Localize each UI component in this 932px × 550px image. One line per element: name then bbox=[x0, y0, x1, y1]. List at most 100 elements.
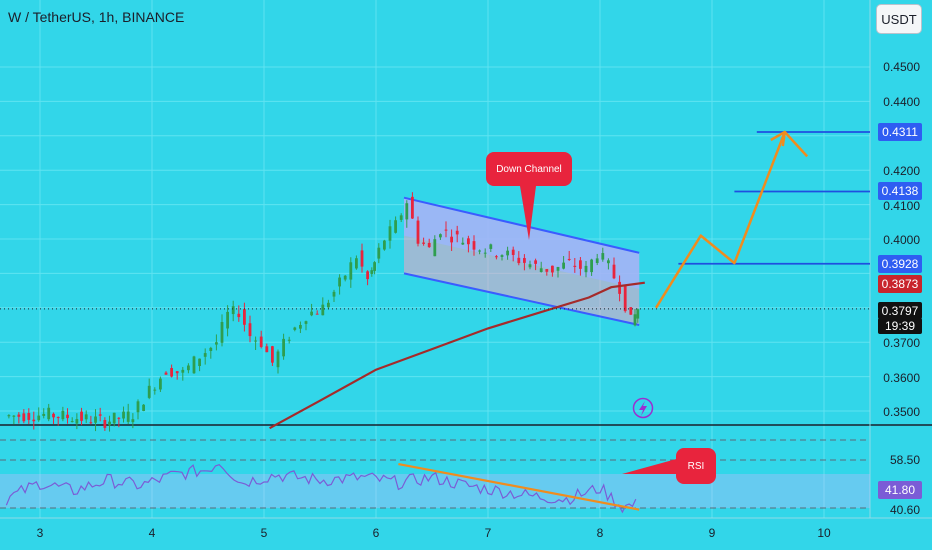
lightning-icon-ring bbox=[632, 397, 654, 419]
down-channel-upper-line bbox=[403, 196, 640, 254]
candle-body bbox=[226, 311, 229, 329]
candle-body bbox=[349, 262, 353, 280]
candle-body bbox=[455, 230, 459, 235]
chart-title: W / TetherUS, 1h, BINANCE bbox=[8, 9, 185, 25]
candle-body bbox=[248, 323, 252, 337]
candle-body bbox=[32, 419, 36, 422]
candle-body bbox=[366, 271, 369, 280]
candle-body bbox=[511, 249, 515, 255]
candle-body bbox=[636, 309, 640, 319]
candle-body bbox=[237, 313, 241, 318]
candle-body bbox=[612, 264, 616, 279]
candle-body bbox=[461, 242, 465, 245]
candle-body bbox=[75, 419, 79, 424]
target-price-tag-1: 0.3928 bbox=[878, 255, 922, 273]
time-axis-tick: 9 bbox=[708, 526, 716, 540]
candle-body bbox=[126, 411, 130, 422]
candle-body bbox=[94, 416, 97, 423]
projection-arrow-head bbox=[770, 130, 787, 147]
candle-body bbox=[254, 340, 257, 342]
candle-body bbox=[7, 415, 11, 417]
candle-body bbox=[47, 407, 51, 420]
candle-body bbox=[209, 347, 213, 351]
candle-body bbox=[287, 339, 291, 341]
candle-body bbox=[483, 252, 487, 254]
moving-average-line bbox=[269, 281, 645, 430]
candle-body bbox=[142, 404, 145, 411]
candle-body bbox=[159, 378, 162, 390]
candle-body bbox=[528, 264, 532, 268]
candle-body bbox=[343, 275, 347, 280]
currency-button[interactable]: USDT bbox=[876, 4, 922, 34]
price-axis-tick: 0.4000 bbox=[883, 233, 920, 247]
candle-body bbox=[562, 262, 565, 269]
time-axis-tick: 5 bbox=[260, 526, 268, 540]
candle-body bbox=[117, 417, 121, 419]
candle-body bbox=[315, 313, 319, 315]
candle-body bbox=[467, 238, 470, 245]
candle-body bbox=[444, 229, 448, 231]
time-axis-tick: 10 bbox=[817, 526, 831, 540]
candle-body bbox=[405, 203, 409, 220]
candle-body bbox=[332, 291, 336, 297]
time-axis-tick: 6 bbox=[372, 526, 380, 540]
candle-body bbox=[175, 371, 179, 374]
candle-body bbox=[433, 239, 437, 257]
countdown-tag: 19:39 bbox=[878, 318, 922, 334]
candle-body bbox=[299, 324, 302, 329]
candle-body bbox=[573, 265, 577, 267]
candle-body bbox=[567, 258, 571, 260]
candle-body bbox=[61, 410, 65, 420]
candle-body bbox=[181, 369, 185, 373]
candle-body bbox=[411, 196, 414, 219]
candle-body bbox=[198, 358, 201, 367]
candle-body bbox=[416, 220, 420, 244]
candle-body bbox=[131, 419, 135, 423]
candle-body bbox=[373, 262, 376, 271]
candle-body bbox=[84, 414, 88, 420]
candle-body bbox=[556, 266, 560, 271]
candle-body bbox=[399, 215, 403, 220]
candle-body bbox=[595, 258, 599, 264]
down-channel-pointer bbox=[520, 186, 536, 240]
candle-body bbox=[377, 247, 381, 259]
candle-body bbox=[89, 422, 93, 424]
candle-body bbox=[112, 412, 116, 424]
candle-body bbox=[506, 250, 509, 256]
candle-body bbox=[478, 250, 481, 252]
price-axis-tick: 0.3700 bbox=[883, 336, 920, 350]
candle-body bbox=[394, 220, 397, 233]
candle-body bbox=[27, 413, 31, 420]
candle-body bbox=[265, 346, 269, 353]
candle-body bbox=[293, 327, 297, 330]
candle-body bbox=[103, 419, 107, 428]
candle-body bbox=[439, 234, 442, 238]
price-axis-tick: 0.4100 bbox=[883, 199, 920, 213]
candle-body bbox=[370, 270, 374, 274]
candle-body bbox=[187, 365, 190, 371]
rsi-band bbox=[0, 474, 870, 508]
candle-body bbox=[607, 260, 610, 264]
candle-body bbox=[383, 240, 386, 250]
price-axis-tick: 0.4500 bbox=[883, 60, 920, 74]
rsi-annotation-label: RSI bbox=[676, 448, 716, 484]
price-axis-tick: 0.4200 bbox=[883, 164, 920, 178]
candle-body bbox=[215, 342, 218, 345]
candle-body bbox=[388, 226, 392, 241]
candle-body bbox=[310, 311, 313, 316]
lightning-icon bbox=[639, 401, 647, 416]
candle-body bbox=[355, 258, 358, 269]
price-axis-tick: 0.3600 bbox=[883, 371, 920, 385]
candle-body bbox=[282, 338, 285, 357]
target-price-tag-3: 0.4311 bbox=[878, 123, 922, 141]
candle-body bbox=[489, 244, 493, 249]
rsi-axis-tick: 58.50 bbox=[889, 453, 920, 467]
target-price-tag-2: 0.4138 bbox=[878, 182, 922, 200]
candle-body bbox=[422, 242, 425, 244]
candle-body bbox=[56, 417, 60, 419]
candle-body bbox=[147, 385, 151, 398]
candle-body bbox=[220, 322, 224, 343]
price-axis-tick: 0.3500 bbox=[883, 405, 920, 419]
candle-body bbox=[22, 413, 26, 422]
